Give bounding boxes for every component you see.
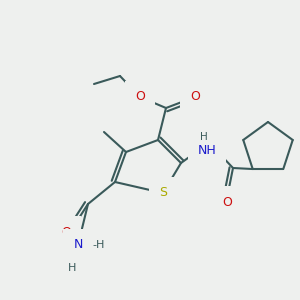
Text: O: O [61,226,71,238]
Text: S: S [159,187,167,200]
Text: NH: NH [198,143,216,157]
Text: H: H [200,132,208,142]
Text: O: O [190,91,200,103]
Text: O: O [135,91,145,103]
Text: N: N [73,238,83,251]
Text: -H: -H [92,240,104,250]
Text: H: H [68,263,76,273]
Text: O: O [222,196,232,208]
